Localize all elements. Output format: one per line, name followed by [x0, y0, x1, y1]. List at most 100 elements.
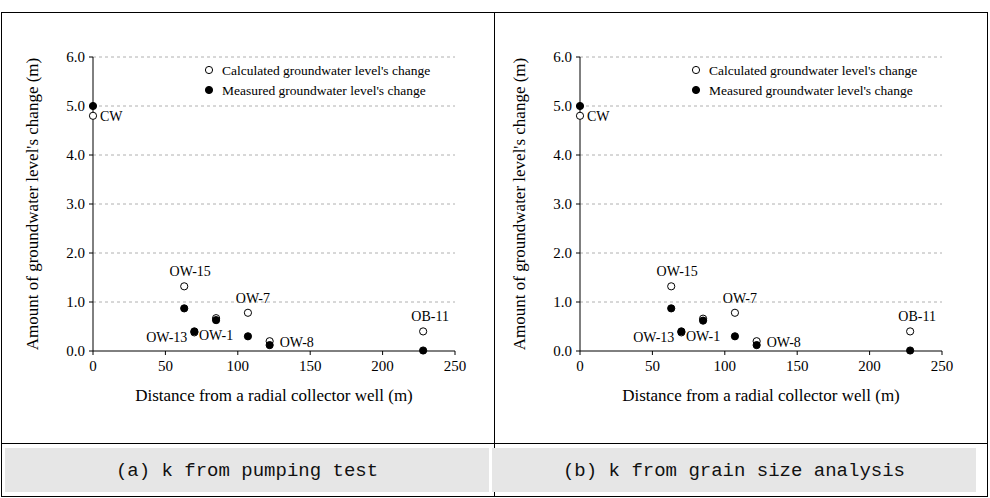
point: [907, 347, 914, 354]
grid-line: [580, 302, 942, 303]
y-tick-label: 6.0: [553, 49, 572, 65]
grid-line: [93, 302, 455, 303]
x-tick: [382, 351, 383, 355]
grid-line: [93, 106, 455, 107]
y-tick: [89, 57, 93, 58]
x-tick: [455, 351, 456, 355]
caption: (b) k from grain size analysis: [563, 460, 905, 482]
y-tick-label: 5.0: [66, 98, 85, 114]
grid-line: [93, 253, 455, 254]
grid-line: [93, 204, 455, 205]
divider: [2, 443, 988, 444]
grid-line: [580, 106, 942, 107]
x-axis: [580, 351, 942, 352]
caption-background: [5, 448, 489, 492]
x-tick-label: 250: [444, 358, 467, 374]
point: [181, 305, 188, 312]
legend-label: Measured groundwater level's change: [709, 83, 913, 98]
x-tick: [652, 351, 653, 355]
x-tick: [724, 351, 725, 355]
point: [678, 328, 685, 335]
x-tick-label: 0: [576, 358, 584, 374]
y-tick-label: 6.0: [66, 49, 85, 65]
x-axis-label: Distance from a radial collector well (m…: [135, 386, 413, 405]
y-axis-label: Amount of groundwater level's change (m): [23, 58, 42, 350]
point: [191, 329, 198, 336]
point: [420, 328, 427, 335]
x-tick: [942, 351, 943, 355]
point: [89, 112, 96, 119]
y-tick-label: 0.0: [553, 343, 572, 359]
x-tick-label: 200: [858, 358, 881, 374]
x-tick: [237, 351, 238, 355]
y-tick: [89, 155, 93, 156]
point-label: CW: [587, 109, 610, 124]
point-label: OW-8: [280, 335, 314, 350]
point-label: OW-13: [146, 330, 187, 345]
x-axis-label: Distance from a radial collector well (m…: [622, 386, 900, 405]
point-label: OB-11: [411, 309, 449, 324]
caption-background: [492, 448, 976, 492]
x-tick: [165, 351, 166, 355]
x-tick-label: 50: [158, 358, 173, 374]
y-tick-label: 2.0: [553, 245, 572, 261]
x-tick: [869, 351, 870, 355]
y-tick: [89, 302, 93, 303]
point: [266, 342, 273, 349]
y-axis-label: Amount of groundwater level's change (m): [510, 58, 529, 350]
y-axis: [580, 57, 581, 351]
point: [678, 329, 685, 336]
point: [753, 342, 760, 349]
grid-line: [580, 204, 942, 205]
y-tick-label: 3.0: [66, 196, 85, 212]
legend-marker: [692, 66, 699, 73]
point: [212, 317, 219, 324]
x-tick: [93, 351, 94, 355]
point-label: OW-8: [767, 335, 801, 350]
y-tick: [576, 302, 580, 303]
y-tick: [576, 57, 580, 58]
point: [668, 305, 675, 312]
y-tick: [576, 204, 580, 205]
y-tick: [576, 351, 580, 352]
y-tick-label: 2.0: [66, 245, 85, 261]
y-tick: [576, 253, 580, 254]
grid-line: [93, 57, 455, 58]
y-tick-label: 4.0: [553, 147, 572, 163]
y-tick-label: 5.0: [553, 98, 572, 114]
y-tick: [576, 155, 580, 156]
point: [89, 102, 96, 109]
point: [244, 309, 251, 316]
legend-marker: [205, 66, 212, 73]
grid-line: [580, 155, 942, 156]
grid-line: [580, 253, 942, 254]
frame: [2, 13, 988, 497]
y-tick: [89, 204, 93, 205]
point-label: OW-13: [633, 330, 674, 345]
x-tick: [310, 351, 311, 355]
x-tick-label: 50: [645, 358, 660, 374]
point: [907, 328, 914, 335]
point: [731, 309, 738, 316]
divider: [494, 13, 495, 497]
x-tick: [797, 351, 798, 355]
grid-line: [580, 57, 942, 58]
y-tick: [89, 351, 93, 352]
point-label: OW-15: [657, 264, 698, 279]
point: [244, 333, 251, 340]
point: [576, 112, 583, 119]
point: [668, 283, 675, 290]
panel: (b) k from grain size analysis0.01.02.03…: [492, 49, 976, 492]
legend-label: Calculated groundwater level's change: [709, 63, 917, 78]
figure: (a) k from pumping test0.01.02.03.04.05.…: [0, 0, 990, 498]
legend-label: Calculated groundwater level's change: [222, 63, 430, 78]
marks: [89, 102, 426, 354]
point: [181, 283, 188, 290]
panel: (a) k from pumping test0.01.02.03.04.05.…: [5, 49, 489, 492]
y-tick: [89, 253, 93, 254]
legend-label: Measured groundwater level's change: [222, 83, 426, 98]
point: [731, 333, 738, 340]
x-tick-label: 250: [931, 358, 954, 374]
caption: (a) k from pumping test: [116, 460, 378, 482]
x-tick-label: 100: [714, 358, 737, 374]
